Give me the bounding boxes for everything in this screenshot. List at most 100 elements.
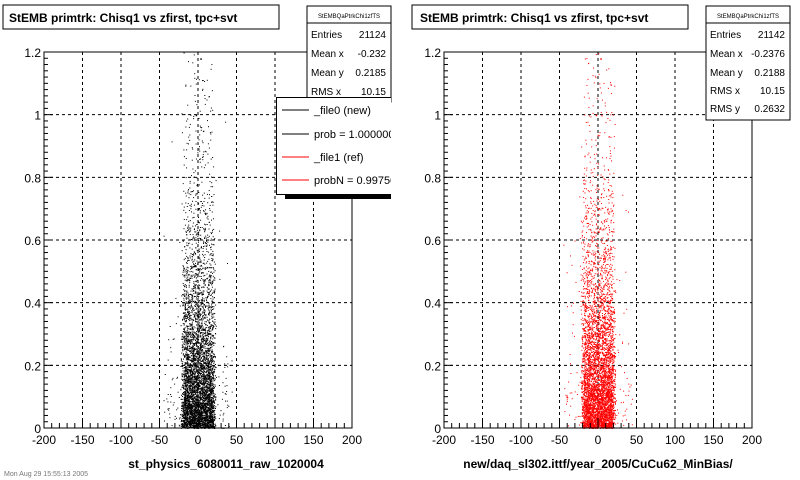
left-scatter-point xyxy=(199,334,201,336)
left-scatter-point xyxy=(212,410,213,412)
left-scatter-point xyxy=(198,359,200,361)
left-scatter-point xyxy=(182,410,184,412)
left-scatter-point xyxy=(195,201,197,202)
left-scatter-point xyxy=(193,337,195,339)
left-scatter-point xyxy=(210,390,212,392)
left-scatter-points xyxy=(163,52,233,429)
left-scatter-point xyxy=(213,413,215,415)
left-scatter-point xyxy=(205,335,207,337)
left-scatter-point xyxy=(197,335,199,337)
left-scatter-point xyxy=(203,422,205,424)
left-scatter-point xyxy=(189,411,191,413)
left-scatter-point xyxy=(212,250,214,252)
left-scatter-point xyxy=(184,114,186,115)
left-scatter-point xyxy=(185,192,187,194)
left-scatter-point xyxy=(197,250,199,252)
left-scatter-point xyxy=(181,132,183,134)
left-scatter-point xyxy=(212,282,213,284)
left-scatter-point xyxy=(195,274,197,276)
left-scatter-point xyxy=(204,228,206,230)
left-scatter-point xyxy=(214,413,216,415)
left-scatter-point xyxy=(202,298,203,300)
left-scatter-point xyxy=(186,274,188,276)
left-scatter-point xyxy=(203,338,205,340)
left-scatter-point xyxy=(204,410,206,412)
left-scatter-point xyxy=(201,390,203,392)
left-scatter-point xyxy=(200,374,202,376)
left-scatter-point xyxy=(181,394,182,396)
left-scatter-point xyxy=(196,233,198,235)
left-scatter-point xyxy=(205,341,207,343)
left-scatter-point xyxy=(180,421,182,423)
left-scatter-point xyxy=(181,425,182,427)
left-scatter-point xyxy=(198,404,200,405)
left-scatter-point xyxy=(200,360,202,362)
left-scatter-point xyxy=(215,367,217,369)
left-scatter-point xyxy=(196,412,198,414)
left-scatter-point xyxy=(187,404,189,406)
left-scatter-point xyxy=(210,264,212,266)
left-scatter-point xyxy=(208,190,210,192)
left-scatter-point xyxy=(193,358,195,360)
left-scatter-point xyxy=(202,408,204,409)
left-scatter-point xyxy=(199,257,201,259)
left-scatter-point xyxy=(192,375,193,377)
left-scatter-point xyxy=(200,364,202,366)
left-scatter-point xyxy=(201,402,203,404)
left-scatter-point xyxy=(207,380,209,382)
left-scatter-point xyxy=(182,339,183,340)
left-scatter-point xyxy=(187,343,189,345)
left-scatter-point xyxy=(185,321,187,323)
left-scatter-point xyxy=(203,421,205,423)
left-scatter-point xyxy=(186,413,188,415)
left-scatter-point xyxy=(206,327,208,329)
left-scatter-point xyxy=(208,305,210,307)
left-scatter-point xyxy=(212,272,213,274)
left-scatter-point xyxy=(208,408,210,410)
left-scatter-point xyxy=(209,353,211,355)
left-scatter-point xyxy=(186,377,188,379)
left-scatter-point xyxy=(207,327,209,329)
left-scatter-point xyxy=(178,424,180,426)
left-scatter-point xyxy=(192,412,194,414)
left-scatter-point xyxy=(197,287,199,289)
left-scatter-point xyxy=(184,337,186,339)
left-scatter-point xyxy=(192,420,194,422)
left-scatter-point xyxy=(188,366,190,368)
left-scatter-point xyxy=(208,362,210,364)
left-scatter-point xyxy=(208,423,210,425)
left-scatter-point xyxy=(193,367,195,369)
left-scatter-point xyxy=(186,379,188,381)
left-scatter-point xyxy=(195,382,197,384)
left-scatter-point xyxy=(184,290,186,291)
left-scatter-point xyxy=(183,268,185,270)
left-scatter-point xyxy=(199,415,201,416)
left-scatter-point xyxy=(208,330,210,332)
left-scatter-point xyxy=(207,375,209,377)
left-scatter-point xyxy=(213,194,215,196)
left-scatter-point xyxy=(202,337,204,339)
left-scatter-point xyxy=(184,341,186,343)
left-scatter-point xyxy=(200,368,202,370)
left-scatter-point xyxy=(203,210,205,212)
left-scatter-point xyxy=(198,203,200,205)
left-scatter-point xyxy=(194,389,196,391)
left-scatter-point xyxy=(196,301,198,303)
left-scatter-point xyxy=(201,426,203,428)
left-scatter-point xyxy=(210,246,212,248)
left-scatter-point xyxy=(213,362,215,364)
left-scatter-point xyxy=(187,405,189,407)
left-scatter-point xyxy=(187,267,189,269)
left-scatter-point xyxy=(212,382,214,384)
left-scatter-point xyxy=(193,118,195,120)
left-scatter-point xyxy=(195,342,197,344)
left-scatter-point xyxy=(187,349,189,351)
left-scatter-point xyxy=(210,110,212,112)
left-scatter-point xyxy=(183,383,185,385)
left-scatter-point xyxy=(199,210,201,212)
left-scatter-point xyxy=(197,387,199,389)
left-scatter-point xyxy=(200,347,202,349)
left-scatter-point xyxy=(191,391,193,393)
left-scatter-point xyxy=(184,401,186,403)
left-scatter-point xyxy=(174,383,176,385)
